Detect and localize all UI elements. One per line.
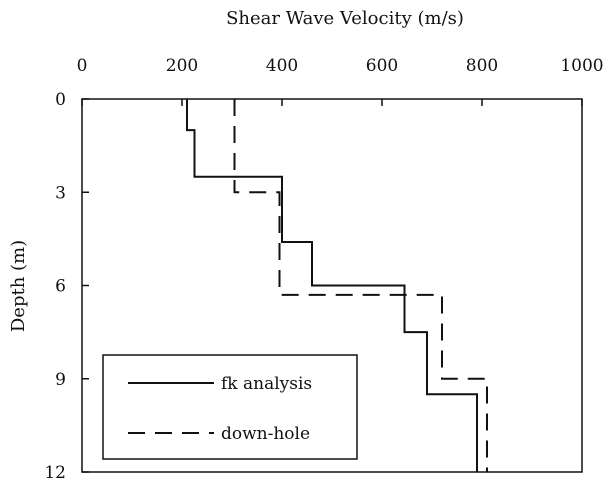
y-tick-label: 3 xyxy=(55,183,66,203)
x-tick-label: 0 xyxy=(77,56,88,76)
x-axis-ticks: 0 200 400 600 800 1000 xyxy=(77,56,604,106)
x-tick-label: 1000 xyxy=(560,56,603,76)
y-tick-label: 6 xyxy=(55,277,66,297)
y-axis-ticks: 0 3 6 9 12 xyxy=(44,90,89,483)
x-axis-title: Shear Wave Velocity (m/s) xyxy=(226,8,464,29)
legend-label-fk-analysis: fk analysis xyxy=(221,374,312,394)
series-line-down-hole xyxy=(233,99,488,472)
x-tick-label: 400 xyxy=(266,56,298,76)
x-tick-label: 200 xyxy=(166,56,198,76)
data-series xyxy=(186,99,488,472)
y-tick-label: 12 xyxy=(44,463,66,483)
legend-label-down-hole: down-hole xyxy=(221,424,310,444)
y-axis-title: Depth (m) xyxy=(8,240,29,332)
series-line-fk-analysis xyxy=(186,99,478,472)
y-tick-label: 0 xyxy=(55,90,66,110)
legend-box xyxy=(102,354,358,460)
y-tick-label: 9 xyxy=(55,370,66,390)
x-tick-label: 600 xyxy=(366,56,398,76)
x-tick-label: 800 xyxy=(466,56,498,76)
legend: fk analysis down-hole xyxy=(102,354,358,460)
